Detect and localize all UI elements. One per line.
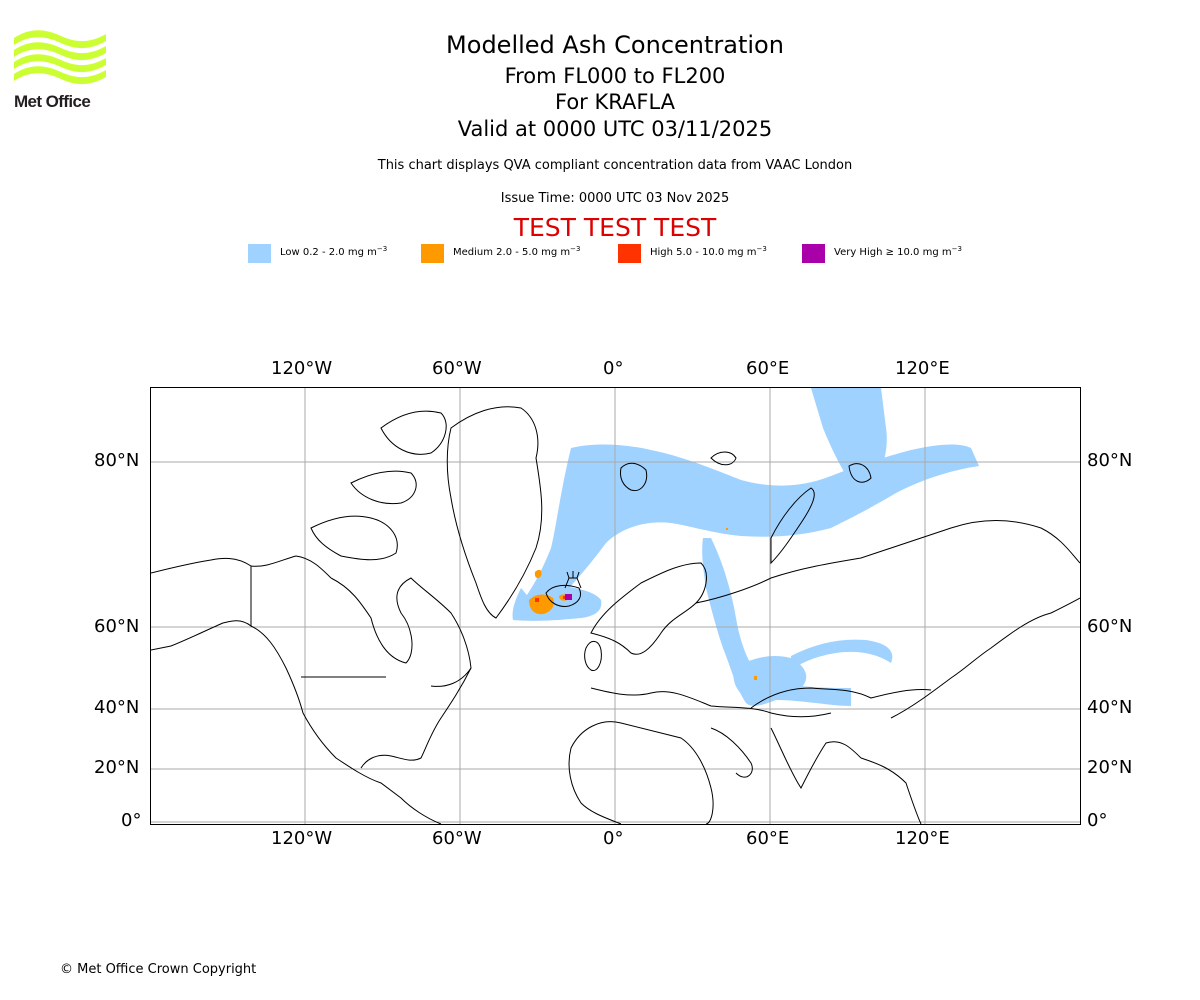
legend-swatch-high (618, 244, 641, 263)
lat-tick-left-20n: 20°N (94, 757, 140, 778)
legend-swatch-low (248, 244, 271, 263)
copyright-notice: © Met Office Crown Copyright (60, 962, 257, 977)
volcano-name: For KRAFLA (555, 90, 675, 114)
issue-time: Issue Time: 0000 UTC 03 Nov 2025 (500, 191, 730, 206)
legend-label-high: High 5.0 - 10.0 mg m−3 (650, 245, 767, 259)
legend-swatch-very-high (802, 244, 825, 263)
gridlines (151, 388, 1080, 824)
lat-tick-right-20n: 20°N (1087, 757, 1133, 778)
lon-tick-top-0: 0° (603, 358, 624, 379)
valid-time: Valid at 0000 UTC 03/11/2025 (457, 117, 773, 141)
lon-tick-top-60w: 60°W (432, 358, 482, 379)
met-office-waves-icon (14, 30, 106, 85)
lon-tick-top-120e: 120°E (895, 358, 950, 379)
lon-tick-bottom-120w: 120°W (271, 828, 333, 849)
chart-title: Modelled Ash Concentration (446, 31, 784, 59)
chart-description: This chart displays QVA compliant concen… (377, 158, 853, 173)
legend-label-low: Low 0.2 - 2.0 mg m−3 (280, 245, 388, 259)
lat-tick-left-40n: 40°N (94, 697, 140, 718)
lat-tick-left-80n: 80°N (94, 450, 140, 471)
met-office-logo: Met Office (14, 30, 108, 112)
legend-label-medium: Medium 2.0 - 5.0 mg m−3 (453, 245, 581, 259)
lat-tick-right-40n: 40°N (1087, 697, 1133, 718)
ash-very-high-layer (565, 594, 572, 600)
flight-level-range: From FL000 to FL200 (504, 64, 726, 88)
lat-tick-left-0: 0° (121, 810, 142, 831)
lon-tick-top-120w: 120°W (271, 358, 333, 379)
lat-tick-right-60n: 60°N (1087, 616, 1133, 637)
lon-tick-bottom-60e: 60°E (746, 828, 790, 849)
test-banner: TEST TEST TEST (513, 213, 717, 242)
legend-label-very-high: Very High ≥ 10.0 mg m−3 (834, 245, 962, 259)
lon-tick-top-60e: 60°E (746, 358, 790, 379)
lon-tick-bottom-60w: 60°W (432, 828, 482, 849)
logo-text: Met Office (14, 92, 91, 111)
lon-tick-bottom-120e: 120°E (895, 828, 950, 849)
ash-concentration-map[interactable] (150, 387, 1081, 825)
lat-tick-right-80n: 80°N (1087, 450, 1133, 471)
lon-tick-bottom-0: 0° (603, 828, 624, 849)
map-canvas (151, 388, 1080, 824)
lat-tick-left-60n: 60°N (94, 616, 140, 637)
ash-low-layer (512, 388, 979, 706)
lat-tick-right-0: 0° (1087, 810, 1108, 831)
coastlines (151, 406, 1080, 824)
legend-swatch-medium (421, 244, 444, 263)
